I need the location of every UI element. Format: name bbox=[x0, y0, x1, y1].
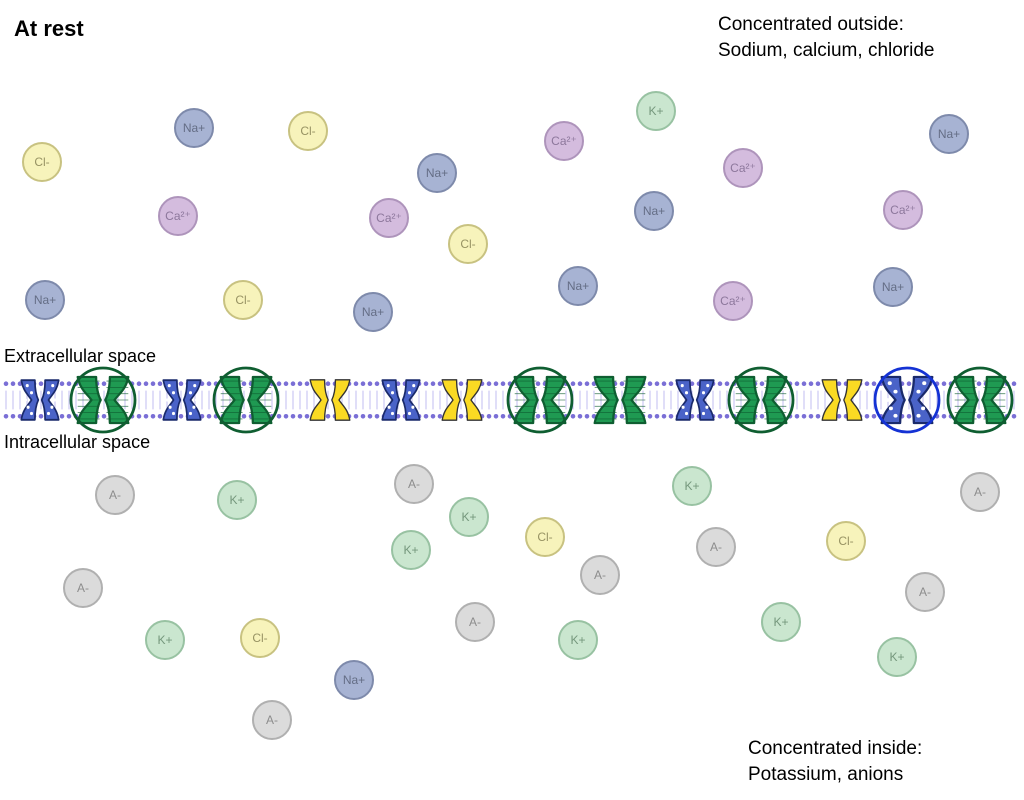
svg-text:Na+: Na+ bbox=[567, 279, 589, 293]
ion-k: K+ bbox=[218, 481, 256, 519]
ion-k: K+ bbox=[392, 531, 430, 569]
svg-text:Ca²⁺: Ca²⁺ bbox=[890, 203, 916, 217]
svg-text:Cl-: Cl- bbox=[838, 534, 853, 548]
svg-text:K+: K+ bbox=[889, 650, 904, 664]
svg-text:K+: K+ bbox=[403, 543, 418, 557]
channel-blue_dotted bbox=[21, 380, 58, 420]
ion-a: A- bbox=[961, 473, 999, 511]
ion-a: A- bbox=[96, 476, 134, 514]
svg-text:A-: A- bbox=[919, 585, 931, 599]
ion-ca: Ca²⁺ bbox=[545, 122, 583, 160]
svg-text:Na+: Na+ bbox=[34, 293, 56, 307]
ion-cl: Cl- bbox=[224, 281, 262, 319]
ion-a: A- bbox=[456, 603, 494, 641]
channel-yellow bbox=[310, 380, 350, 420]
svg-text:Cl-: Cl- bbox=[235, 293, 250, 307]
svg-text:Na+: Na+ bbox=[362, 305, 384, 319]
ion-ca: Ca²⁺ bbox=[370, 199, 408, 237]
ion-na: Na+ bbox=[418, 154, 456, 192]
ion-k: K+ bbox=[637, 92, 675, 130]
svg-text:Ca²⁺: Ca²⁺ bbox=[730, 161, 756, 175]
ion-a: A- bbox=[64, 569, 102, 607]
ion-cl: Cl- bbox=[526, 518, 564, 556]
ion-cl: Cl- bbox=[23, 143, 61, 181]
svg-text:A-: A- bbox=[408, 477, 420, 491]
ion-ca: Ca²⁺ bbox=[884, 191, 922, 229]
svg-text:A-: A- bbox=[974, 485, 986, 499]
svg-text:Na+: Na+ bbox=[938, 127, 960, 141]
svg-text:A-: A- bbox=[594, 568, 606, 582]
ion-a: A- bbox=[395, 465, 433, 503]
svg-text:Ca²⁺: Ca²⁺ bbox=[376, 211, 402, 225]
ion-na: Na+ bbox=[874, 268, 912, 306]
svg-text:Cl-: Cl- bbox=[34, 155, 49, 169]
channel-blue_dotted bbox=[163, 380, 200, 420]
channel-blue_dotted bbox=[676, 380, 713, 420]
ion-a: A- bbox=[697, 528, 735, 566]
svg-text:A-: A- bbox=[710, 540, 722, 554]
ion-k: K+ bbox=[146, 621, 184, 659]
channel-highlight-ring bbox=[875, 368, 939, 432]
ion-cl: Cl- bbox=[289, 112, 327, 150]
svg-text:A-: A- bbox=[266, 713, 278, 727]
svg-text:K+: K+ bbox=[461, 510, 476, 524]
channel-blue_dotted bbox=[382, 380, 419, 420]
svg-text:A-: A- bbox=[77, 581, 89, 595]
svg-text:Na+: Na+ bbox=[183, 121, 205, 135]
ion-ca: Ca²⁺ bbox=[724, 149, 762, 187]
ion-ca: Ca²⁺ bbox=[159, 197, 197, 235]
ion-k: K+ bbox=[878, 638, 916, 676]
svg-text:A-: A- bbox=[109, 488, 121, 502]
membrane-diagram: Cl- Na+ Cl- Ca²⁺ Na+ Cl- Ca²⁺ Na+ Na+ Cl- Ca²⁺ Na+ K… bbox=[0, 0, 1024, 800]
ion-a: A- bbox=[906, 573, 944, 611]
svg-text:Cl-: Cl- bbox=[300, 124, 315, 138]
svg-text:Na+: Na+ bbox=[343, 673, 365, 687]
ion-k: K+ bbox=[559, 621, 597, 659]
svg-text:Na+: Na+ bbox=[426, 166, 448, 180]
ion-k: K+ bbox=[450, 498, 488, 536]
svg-text:K+: K+ bbox=[648, 104, 663, 118]
svg-text:Ca²⁺: Ca²⁺ bbox=[720, 294, 746, 308]
svg-text:K+: K+ bbox=[157, 633, 172, 647]
ion-na: Na+ bbox=[335, 661, 373, 699]
svg-text:Ca²⁺: Ca²⁺ bbox=[165, 209, 191, 223]
ion-k: K+ bbox=[762, 603, 800, 641]
svg-text:Cl-: Cl- bbox=[537, 530, 552, 544]
ion-ca: Ca²⁺ bbox=[714, 282, 752, 320]
svg-text:K+: K+ bbox=[773, 615, 788, 629]
svg-text:Cl-: Cl- bbox=[252, 631, 267, 645]
svg-text:K+: K+ bbox=[570, 633, 585, 647]
svg-text:A-: A- bbox=[469, 615, 481, 629]
ion-cl: Cl- bbox=[827, 522, 865, 560]
ion-na: Na+ bbox=[635, 192, 673, 230]
ion-a: A- bbox=[253, 701, 291, 739]
ion-k: K+ bbox=[673, 467, 711, 505]
ion-na: Na+ bbox=[175, 109, 213, 147]
svg-text:K+: K+ bbox=[684, 479, 699, 493]
ion-a: A- bbox=[581, 556, 619, 594]
svg-text:Ca²⁺: Ca²⁺ bbox=[551, 134, 577, 148]
svg-text:Na+: Na+ bbox=[882, 280, 904, 294]
channel-yellow bbox=[822, 380, 862, 420]
ion-cl: Cl- bbox=[241, 619, 279, 657]
ion-na: Na+ bbox=[354, 293, 392, 331]
svg-text:Na+: Na+ bbox=[643, 204, 665, 218]
ion-na: Na+ bbox=[26, 281, 64, 319]
svg-text:Cl-: Cl- bbox=[460, 237, 475, 251]
ion-na: Na+ bbox=[930, 115, 968, 153]
svg-text:K+: K+ bbox=[229, 493, 244, 507]
ion-cl: Cl- bbox=[449, 225, 487, 263]
channel-yellow bbox=[442, 380, 482, 420]
ion-na: Na+ bbox=[559, 267, 597, 305]
